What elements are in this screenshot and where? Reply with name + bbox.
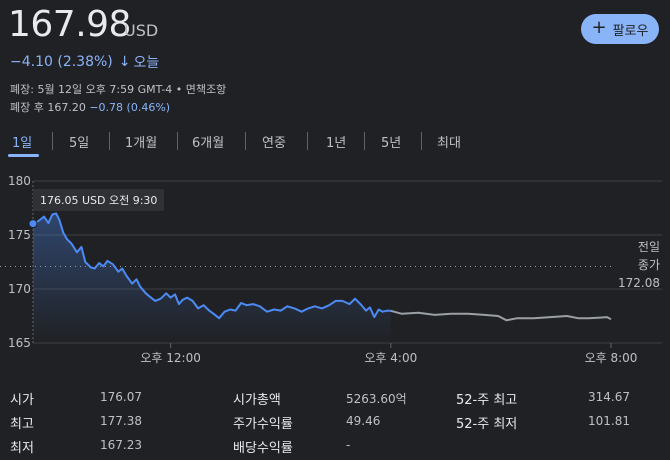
price-change-value: −4.10 (2.38%) bbox=[10, 54, 113, 70]
stat-52w-high-label: 52-주 최고 bbox=[456, 393, 518, 408]
y-tick-label: 165 bbox=[8, 336, 31, 350]
tab-1m[interactable]: 1개월 bbox=[125, 136, 158, 151]
x-tick-label: 오후 8:00 bbox=[585, 351, 638, 365]
stat-market-cap-value: 5263.60억 bbox=[346, 392, 407, 406]
stat-high-value: 177.38 bbox=[100, 414, 142, 428]
stat-open-value: 176.07 bbox=[100, 390, 142, 404]
price-change: −4.10 (2.38%) ↓ 오늘 bbox=[10, 52, 159, 72]
x-tick-label: 오후 4:00 bbox=[364, 351, 417, 365]
previous-close-value: 172.08 bbox=[618, 276, 660, 290]
range-tabs: 1일 5일 1개월 6개월 연중 1년 5년 최대 bbox=[0, 128, 670, 160]
price-chart[interactable]: 180 175 170 165 오후 12:00 오후 4:00 오후 8:00 bbox=[0, 165, 670, 370]
tab-5d[interactable]: 5일 bbox=[69, 136, 90, 151]
stat-dividend-label: 배당수익률 bbox=[233, 441, 293, 456]
tab-divider bbox=[177, 132, 178, 150]
tab-divider bbox=[52, 132, 53, 150]
follow-button-label: 팔로우 bbox=[612, 23, 649, 39]
active-tab-indicator bbox=[8, 154, 39, 157]
tab-ytd[interactable]: 연중 bbox=[262, 136, 286, 151]
stat-52w-low-value: 101.81 bbox=[588, 414, 630, 428]
previous-close: 전일 종가 172.08 bbox=[618, 238, 660, 292]
follow-button[interactable]: + 팔로우 bbox=[581, 14, 659, 44]
tab-divider bbox=[307, 132, 308, 150]
arrow-down-icon: ↓ bbox=[118, 54, 131, 70]
price-line-regular bbox=[32, 212, 391, 320]
price-area bbox=[33, 213, 391, 343]
stock-price: 167.98 bbox=[8, 4, 131, 45]
stat-market-cap-label: 시가총액 bbox=[233, 393, 281, 408]
stat-52w-high-value: 314.67 bbox=[588, 390, 630, 404]
close-info: 폐장: 5월 12일 오후 7:59 GMT-4 • 면책조항 bbox=[10, 83, 227, 96]
plus-icon: + bbox=[591, 17, 607, 38]
previous-close-label-2: 종가 bbox=[637, 258, 660, 272]
stat-pe-value: 49.46 bbox=[346, 414, 381, 428]
tab-1y[interactable]: 1년 bbox=[326, 136, 347, 151]
stat-low-value: 167.23 bbox=[100, 438, 142, 452]
x-tick-label: 오후 12:00 bbox=[140, 351, 200, 365]
previous-close-label-1: 전일 bbox=[637, 240, 660, 254]
tab-divider bbox=[109, 132, 110, 150]
tab-divider bbox=[364, 132, 365, 150]
price-line-after-hours bbox=[390, 309, 612, 322]
stat-pe-label: 주가수익률 bbox=[233, 417, 293, 432]
chart-tooltip: 176.05 USD 오전 9:30 bbox=[33, 189, 165, 211]
price-change-period: 오늘 bbox=[133, 55, 160, 71]
stat-low-label: 최저 bbox=[10, 441, 34, 456]
tab-1d[interactable]: 1일 bbox=[12, 136, 33, 151]
after-hours-info: 폐장 후 167.20 −0.78 (0.46%) bbox=[10, 99, 170, 115]
tab-max[interactable]: 최대 bbox=[437, 136, 461, 151]
stat-high-label: 최고 bbox=[10, 417, 34, 432]
y-tick-label: 170 bbox=[8, 282, 31, 296]
tab-divider bbox=[421, 132, 422, 150]
after-hours-price: 폐장 후 167.20 bbox=[10, 101, 86, 114]
stat-dividend-value: - bbox=[346, 438, 351, 452]
stat-52w-low-label: 52-주 최저 bbox=[456, 417, 518, 432]
tab-6m[interactable]: 6개월 bbox=[192, 136, 225, 151]
after-hours-change: −0.78 (0.46%) bbox=[89, 101, 171, 114]
y-tick-label: 175 bbox=[8, 228, 31, 242]
stat-open-label: 시가 bbox=[10, 393, 34, 408]
currency-label: USD bbox=[124, 21, 159, 40]
hover-point bbox=[28, 219, 38, 229]
y-tick-label: 180 bbox=[8, 174, 31, 188]
tab-divider bbox=[245, 132, 246, 150]
tab-5y[interactable]: 5년 bbox=[381, 136, 402, 151]
